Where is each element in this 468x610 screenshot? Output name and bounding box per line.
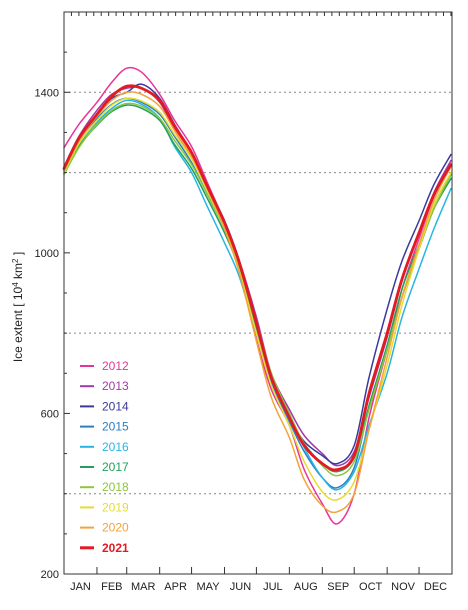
y-tick-label: 200 xyxy=(41,569,59,581)
legend-label-2018: 2018 xyxy=(102,480,129,494)
x-tick-label: JUL xyxy=(263,581,283,593)
legend-label-2021: 2021 xyxy=(102,541,129,555)
series-line-2021 xyxy=(62,84,453,472)
y-tick-label: 1000 xyxy=(35,248,59,260)
legend-label-2016: 2016 xyxy=(102,440,129,454)
x-tick-label: APR xyxy=(164,581,187,593)
x-tick-label: NOV xyxy=(391,581,416,593)
y-axis-title-unit: km xyxy=(11,263,25,282)
legend-label-2014: 2014 xyxy=(102,399,129,413)
x-tick-label: FEB xyxy=(101,581,122,593)
y-axis-title-sup: 4 xyxy=(11,282,20,287)
legend: 2012 2013 2014 2015 2016 2017 2018 2019 2020 2021 xyxy=(80,359,129,555)
y-axis-title-unit-sup: 2 xyxy=(11,258,20,263)
x-tick-label: OCT xyxy=(359,581,383,593)
legend-label-2019: 2019 xyxy=(102,500,129,514)
x-tick-label: JUN xyxy=(230,581,251,593)
y-axis-title-main: Ice extent [ 10 xyxy=(11,286,25,362)
legend-label-2015: 2015 xyxy=(102,420,129,434)
x-tick-label: DEC xyxy=(424,581,447,593)
legend-label-2020: 2020 xyxy=(102,521,129,535)
x-tick-label: AUG xyxy=(294,581,318,593)
legend-label-2013: 2013 xyxy=(102,379,129,393)
y-tick-label: 1400 xyxy=(35,87,59,99)
x-tick-label: MAY xyxy=(197,581,221,593)
axis-tick-labels: 200 600 1000 1400 JAN FEB MAR APR MAY JUN JUL AUG SE… xyxy=(35,87,448,593)
legend-label-2012: 2012 xyxy=(102,359,129,373)
y-tick-label: 600 xyxy=(41,408,59,420)
series-line-2012 xyxy=(63,66,452,525)
y-axis-title-close: ] xyxy=(11,252,25,259)
series-lines xyxy=(62,66,453,525)
y-axis-title: Ice extent [ 104 km2 ] xyxy=(11,252,26,362)
series-line-2019 xyxy=(63,97,452,501)
legend-label-2017: 2017 xyxy=(102,460,129,474)
x-tick-label: JAN xyxy=(70,581,91,593)
axis-ticks xyxy=(63,12,453,575)
series-line-2020 xyxy=(63,91,452,514)
x-tick-label: SEP xyxy=(327,581,349,593)
x-tick-label: MAR xyxy=(131,581,156,593)
